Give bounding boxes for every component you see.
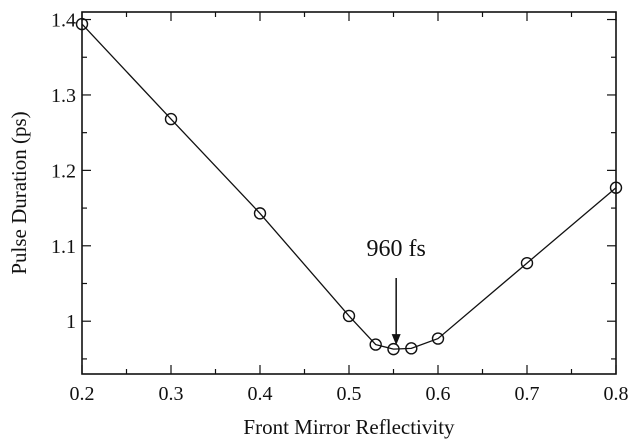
data-point-marker [405,342,418,355]
x-tick-label: 0.5 [337,383,362,405]
x-tick-label: 0.2 [70,383,95,405]
annotation-arrow-head [391,334,401,346]
y-tick-label: 1.1 [51,236,76,258]
y-tick-label: 1.2 [51,160,76,182]
plot-area [75,11,623,375]
data-point-marker [253,207,267,220]
x-tick-label: 0.6 [426,383,451,405]
data-point-marker [369,338,382,351]
data-point-marker [387,342,400,356]
y-tick-label: 1.4 [51,10,76,32]
annotation-label: 960 fs [366,236,425,262]
x-tick-label: 0.8 [604,383,629,405]
y-axis-label: Pulse Duration (ps) [7,111,31,274]
series-line [81,23,617,350]
x-tick-label: 0.4 [248,383,273,405]
tick-labels: 0.2 0.3 0.4 0.5 0.6 0.7 0.8 1 1.1 1.2 1.3 1.4 [51,10,629,405]
x-axis-label: Front Mirror Reflectivity [243,415,455,439]
y-tick-label: 1.3 [51,85,76,107]
data-point-marker [342,309,356,323]
data-point-marker [164,112,178,126]
x-tick-label: 0.7 [515,383,540,405]
y-tick-label: 1 [66,311,76,333]
data-point-marker [609,181,623,194]
plot-frame [81,11,617,375]
data-point-marker [431,332,445,345]
data-point-marker [520,256,534,270]
x-tick-label: 0.3 [159,383,184,405]
axis-ticks [81,12,617,374]
